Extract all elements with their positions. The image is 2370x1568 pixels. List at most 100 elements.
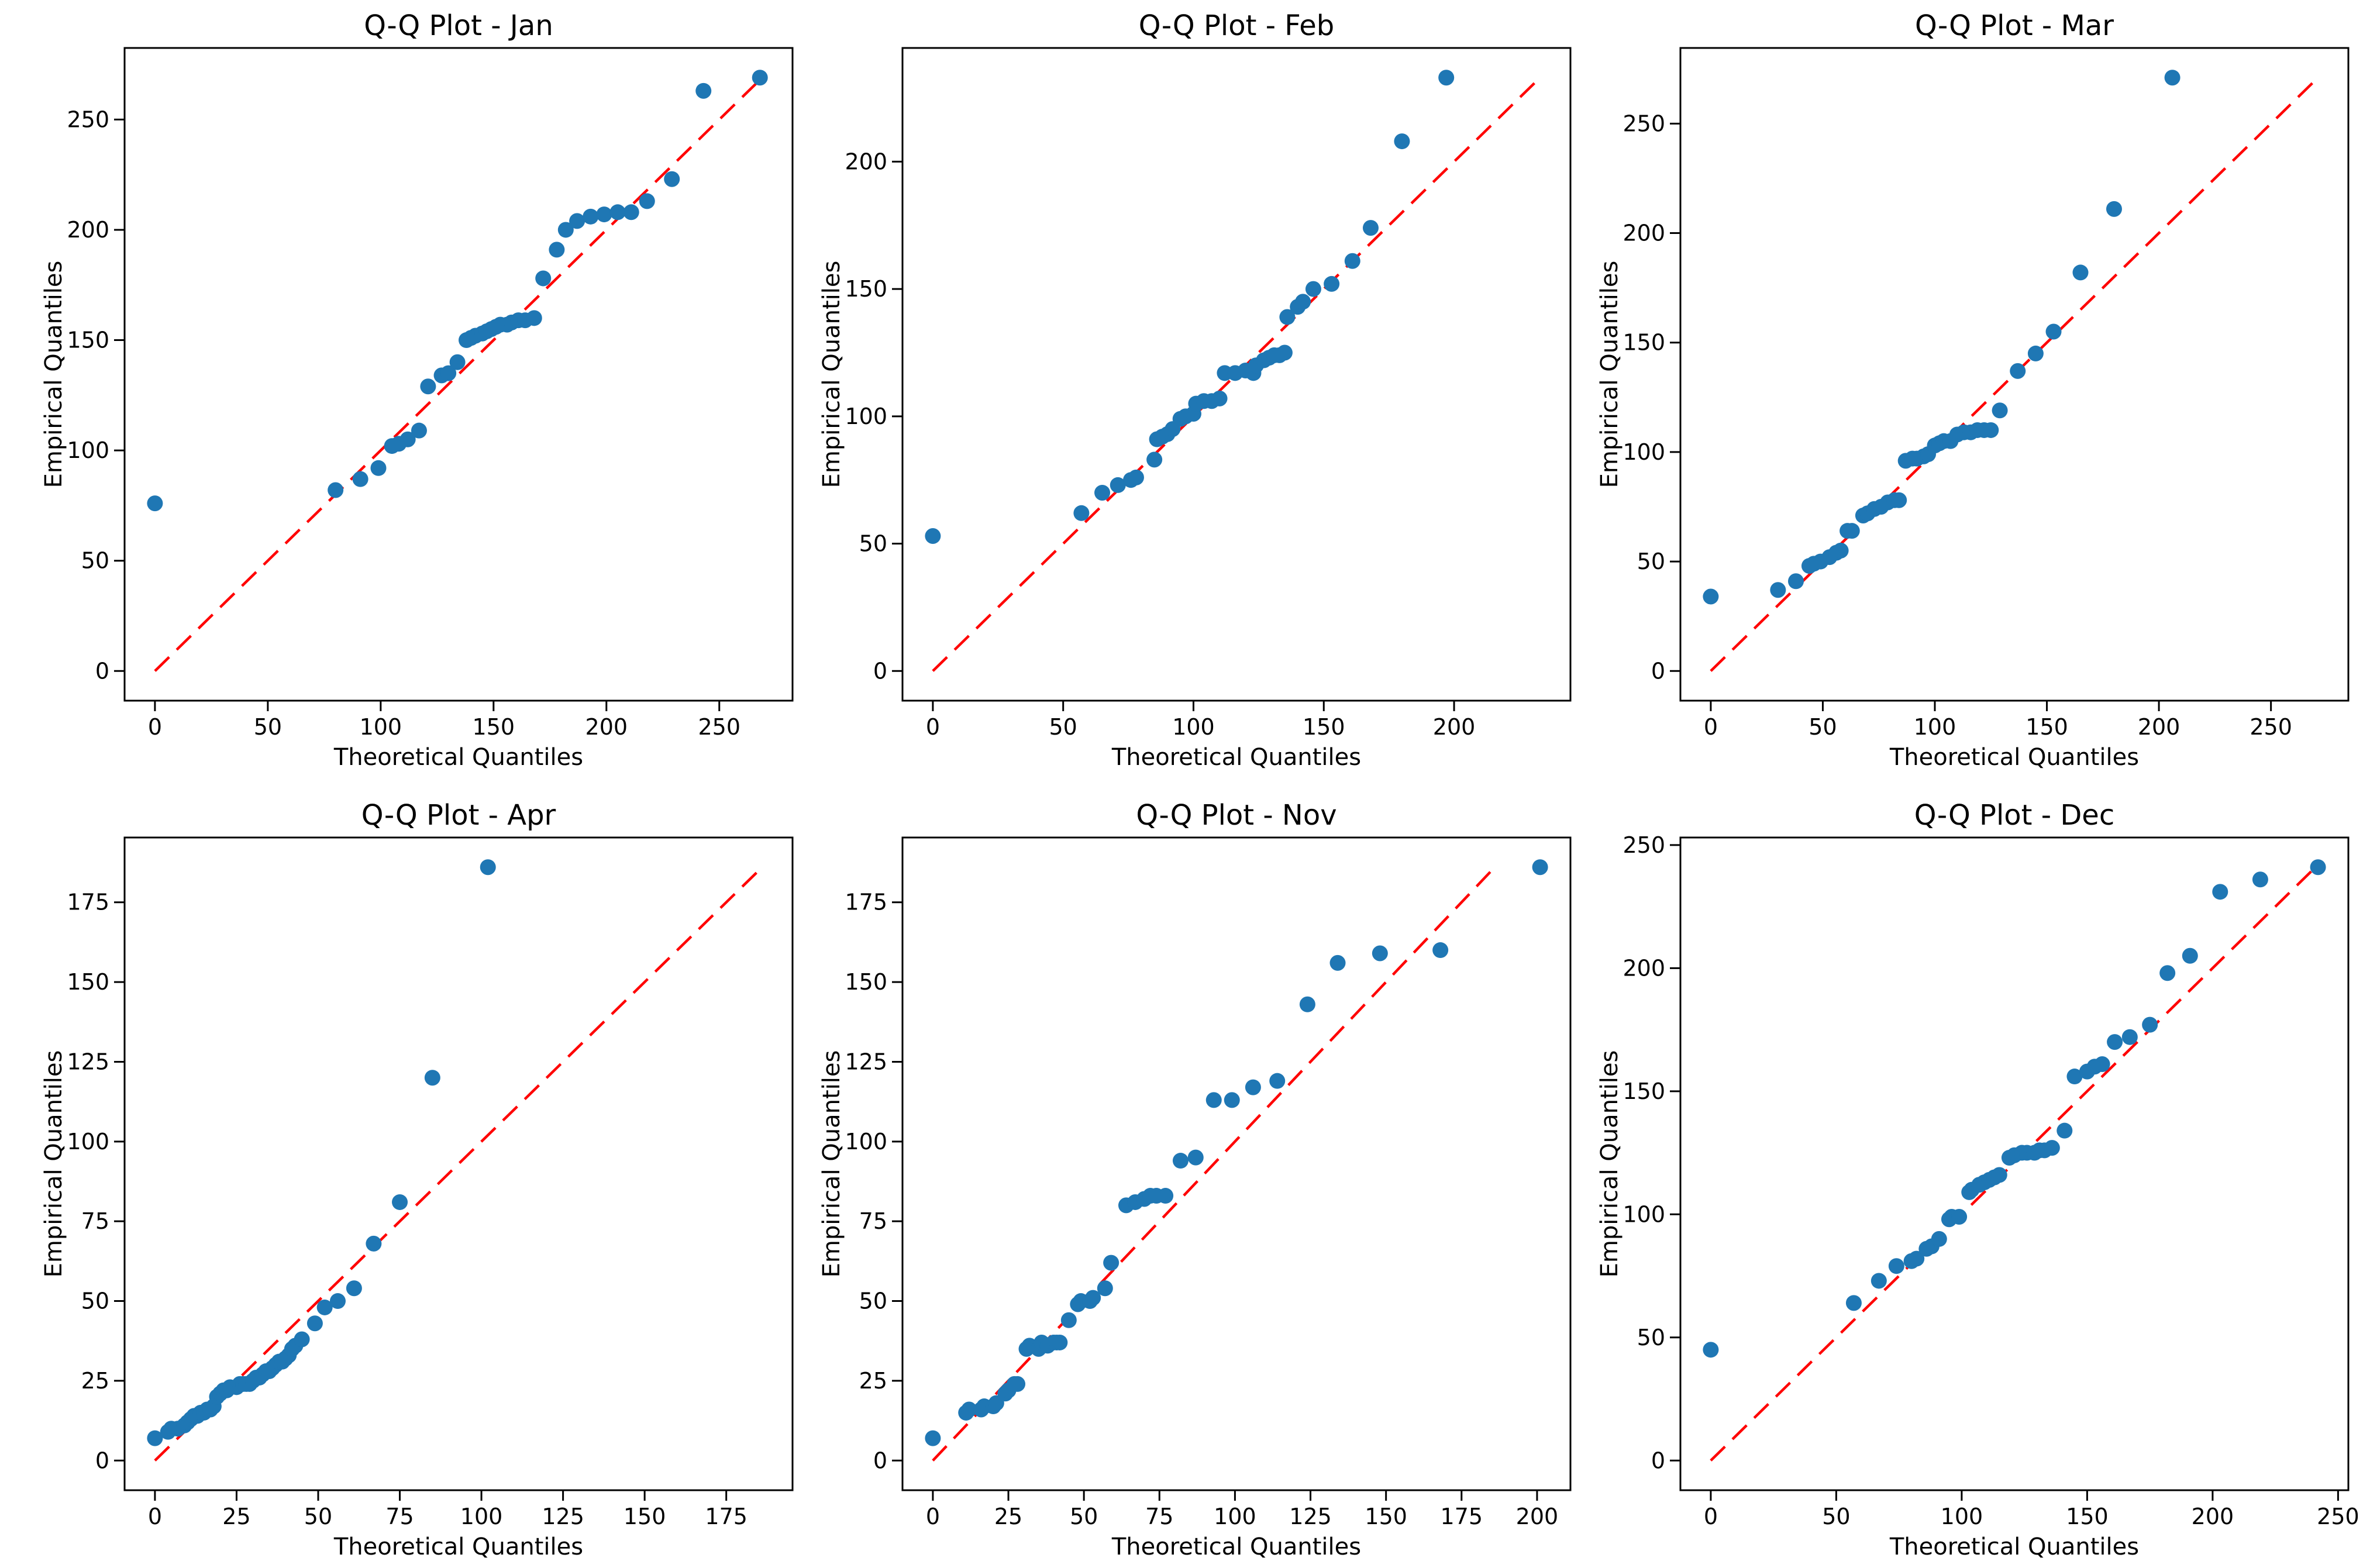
x-axis-label: Theoretical Quantiles	[333, 1533, 583, 1560]
data-point	[1097, 1280, 1113, 1297]
x-tick-label: 250	[698, 714, 740, 740]
data-point	[664, 171, 680, 187]
identity-line	[932, 866, 1496, 1462]
y-tick-label: 25	[81, 1368, 109, 1394]
data-point	[1844, 523, 1860, 539]
data-point	[480, 859, 496, 876]
data-point	[1432, 942, 1449, 959]
data-point	[1279, 309, 1296, 325]
x-tick-label: 0	[926, 1504, 940, 1529]
x-tick-label: 150	[473, 714, 515, 740]
data-point	[1128, 469, 1144, 485]
data-point	[2010, 363, 2026, 379]
data-point	[411, 422, 427, 439]
x-axis-label: Theoretical Quantiles	[1889, 744, 2139, 771]
data-point	[1845, 1295, 1862, 1311]
y-tick-label: 100	[1623, 1201, 1665, 1227]
data-point	[1870, 1273, 1887, 1289]
axes-frame	[901, 836, 1572, 1491]
data-point	[2142, 1016, 2158, 1033]
x-tick-label: 200	[2138, 714, 2180, 740]
x-tick-label: 175	[705, 1504, 747, 1529]
data-point	[1299, 996, 1315, 1012]
y-tick-label: 125	[845, 1049, 887, 1074]
y-tick-label: 100	[67, 437, 109, 463]
qq-panel-jan: 0 50 100 150 200 250 0 50 100 150 200 250 Q-Q Plot -…	[40, 9, 794, 771]
data-point	[147, 495, 163, 512]
x-tick-label: 50	[1070, 1504, 1098, 1529]
data-point	[752, 70, 768, 86]
data-point	[1110, 477, 1126, 493]
chart-title: Q-Q Plot - Feb	[1139, 9, 1335, 42]
x-tick-label: 25	[222, 1504, 250, 1529]
x-tick-label: 125	[542, 1504, 584, 1529]
qq-panel-feb: 0 50 100 150 200 0 50 100 150 200 Q-Q Plot - Feb Th…	[818, 9, 1572, 771]
y-axis-label: Empirical Quantiles	[818, 261, 845, 488]
data-point	[1324, 275, 1340, 292]
data-point	[2072, 264, 2089, 281]
x-tick-label: 150	[1303, 714, 1345, 740]
data-point	[328, 482, 344, 498]
y-tick-label: 150	[1623, 330, 1665, 356]
data-point	[1094, 484, 1111, 501]
x-tick-label: 200	[2192, 1504, 2234, 1529]
data-point	[569, 213, 585, 229]
data-point	[583, 208, 599, 225]
identity-line	[154, 77, 763, 672]
data-point	[2056, 1122, 2073, 1139]
y-tick-label: 100	[845, 1129, 887, 1155]
data-point	[1158, 1188, 1174, 1204]
data-point	[399, 431, 416, 447]
x-tick-label: 100	[1172, 714, 1215, 740]
y-tick-label: 0	[1651, 658, 1665, 684]
data-point	[1832, 542, 1849, 559]
data-point	[2044, 1140, 2060, 1156]
data-point	[1146, 452, 1163, 468]
y-axis-label: Empirical Quantiles	[1596, 261, 1623, 488]
x-axis-label: Theoretical Quantiles	[1111, 744, 1361, 771]
x-tick-label: 50	[1049, 714, 1077, 740]
data-point	[424, 1070, 440, 1086]
data-point	[1888, 1258, 1904, 1274]
x-tick-label: 150	[623, 1504, 666, 1529]
x-tick-label: 0	[1704, 714, 1718, 740]
data-point	[1787, 573, 1804, 590]
chart-title: Q-Q Plot - Nov	[1136, 799, 1336, 832]
chart-title: Q-Q Plot - Mar	[1915, 9, 2114, 42]
x-tick-label: 50	[1822, 1504, 1850, 1529]
data-point	[1372, 945, 1388, 962]
data-point	[1276, 344, 1293, 361]
x-axis-label: Theoretical Quantiles	[1111, 1533, 1361, 1560]
x-tick-label: 200	[1516, 1504, 1559, 1529]
chart-title: Q-Q Plot - Jan	[364, 9, 553, 42]
axes-frame	[901, 47, 1572, 702]
x-tick-label: 100	[460, 1504, 503, 1529]
y-tick-label: 50	[1637, 549, 1665, 574]
qq-panel-mar: 0 50 100 150 200 250 0 50 100 150 200 250 Q-Q Plot -…	[1596, 9, 2350, 771]
data-point	[1187, 1149, 1204, 1166]
data-point	[1532, 859, 1548, 876]
x-tick-label: 200	[585, 714, 628, 740]
data-point	[2066, 1069, 2083, 1085]
y-tick-label: 50	[81, 548, 109, 574]
data-point	[1891, 492, 1907, 508]
y-tick-label: 75	[81, 1208, 109, 1234]
x-tick-label: 50	[304, 1504, 332, 1529]
x-tick-label: 0	[926, 714, 940, 740]
y-tick-label: 0	[95, 1448, 109, 1473]
data-point	[1329, 954, 1346, 971]
data-point	[1951, 1209, 1968, 1225]
data-point	[1991, 1167, 2007, 1183]
chart-title: Q-Q Plot - Apr	[361, 799, 556, 832]
data-point	[1931, 1231, 1947, 1247]
y-tick-label: 200	[67, 217, 109, 243]
data-point	[329, 1293, 346, 1309]
data-point	[1295, 294, 1311, 310]
data-point	[294, 1331, 310, 1348]
y-axis-label: Empirical Quantiles	[818, 1050, 845, 1278]
x-tick-label: 50	[1808, 714, 1837, 740]
x-tick-label: 0	[1704, 1504, 1718, 1529]
y-tick-label: 50	[81, 1288, 109, 1314]
data-point	[1394, 133, 1410, 150]
